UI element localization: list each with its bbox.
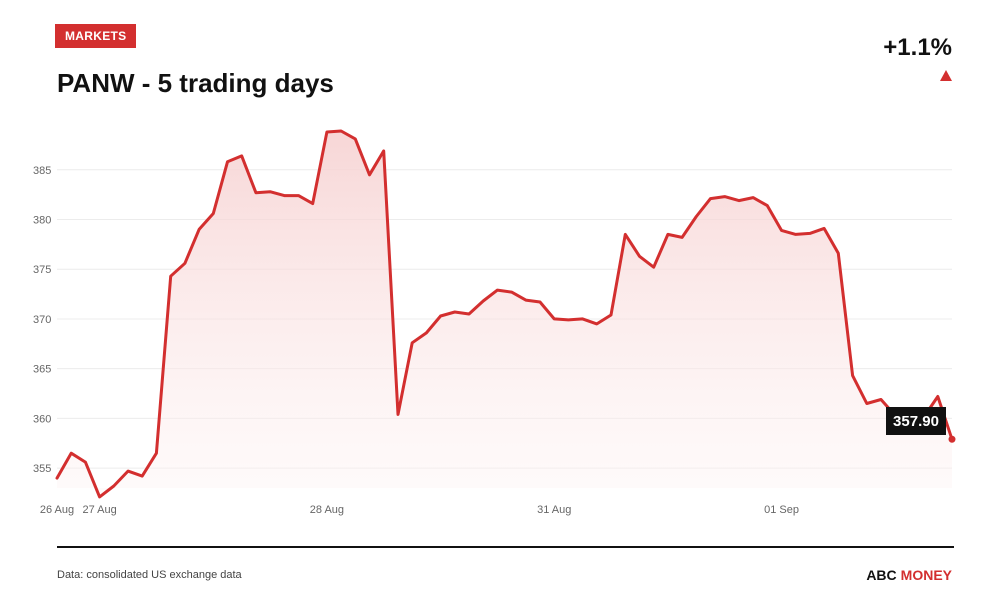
divider xyxy=(57,546,954,548)
data-source: Data: consolidated US exchange data xyxy=(57,569,242,581)
section-badge: MARKETS xyxy=(55,24,137,48)
callout-background xyxy=(886,407,946,435)
x-tick-label: 26 Aug xyxy=(40,504,74,516)
x-tick-label: 28 Aug xyxy=(310,504,344,516)
triangle-up-icon xyxy=(940,70,952,81)
brand-part-1: ABC xyxy=(866,567,897,583)
price-area xyxy=(57,131,952,497)
y-tick-label: 355 xyxy=(33,463,51,475)
last-value-callout: 357.90 xyxy=(886,407,946,435)
brand-logo: ABC MONEY xyxy=(866,567,952,583)
last-value-label: 357.90 xyxy=(893,413,939,430)
last-point xyxy=(948,435,956,443)
x-tick-label: 01 Sep xyxy=(764,504,799,516)
x-tick-label: 31 Aug xyxy=(537,504,571,516)
price-change: +1.1% xyxy=(883,34,952,61)
y-tick-label: 385 xyxy=(33,165,51,177)
y-tick-label: 360 xyxy=(33,413,51,425)
brand-part-2: MONEY xyxy=(900,567,952,583)
x-tick-label: 27 Aug xyxy=(82,504,116,516)
y-tick-label: 380 xyxy=(33,215,51,227)
y-tick-label: 365 xyxy=(33,364,51,376)
y-tick-label: 370 xyxy=(33,314,51,326)
price-line xyxy=(55,129,954,499)
chart-title: PANW - 5 trading days xyxy=(57,68,334,98)
y-tick-label: 375 xyxy=(33,264,51,276)
